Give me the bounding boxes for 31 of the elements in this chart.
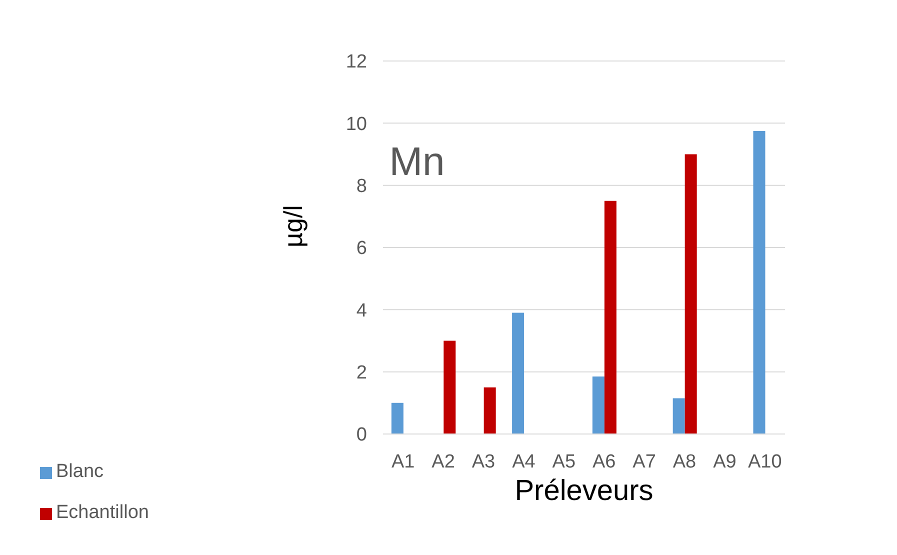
x-tick-label: A5 [552, 451, 576, 472]
y-tick-label: 8 [356, 176, 367, 198]
x-tick-label: A3 [472, 451, 496, 472]
x-tick-label: A2 [432, 451, 455, 472]
x-tick-label: A1 [391, 451, 415, 472]
x-tick-label: A8 [672, 451, 696, 472]
bar [391, 402, 404, 434]
bar [484, 387, 496, 434]
y-tick-label: 12 [346, 52, 367, 73]
y-tick-label: 0 [356, 424, 367, 446]
bar [604, 200, 616, 434]
y-tick-label: 2 [356, 362, 367, 384]
bar [684, 154, 697, 434]
x-tick-label: A6 [592, 451, 616, 472]
y-tick-label: 10 [346, 114, 367, 135]
x-axis-title: Préleveurs [514, 475, 654, 507]
bar [512, 312, 524, 434]
bar [592, 376, 604, 434]
legend-label: Blanc [56, 461, 104, 482]
y-tick-label: 6 [356, 238, 367, 260]
text: Mn [389, 140, 445, 184]
x-tick-label: A4 [512, 451, 536, 472]
y-axis-title: µg/l [278, 205, 308, 248]
legend-label: Echantillon [56, 502, 149, 523]
y-tick-label: 4 [356, 300, 368, 322]
x-tick-label: A7 [632, 451, 656, 472]
x-tick-label: A10 [748, 451, 782, 472]
x-tick-label: A9 [713, 451, 736, 472]
bar [672, 398, 685, 434]
bar [444, 340, 456, 434]
bar [753, 130, 766, 434]
